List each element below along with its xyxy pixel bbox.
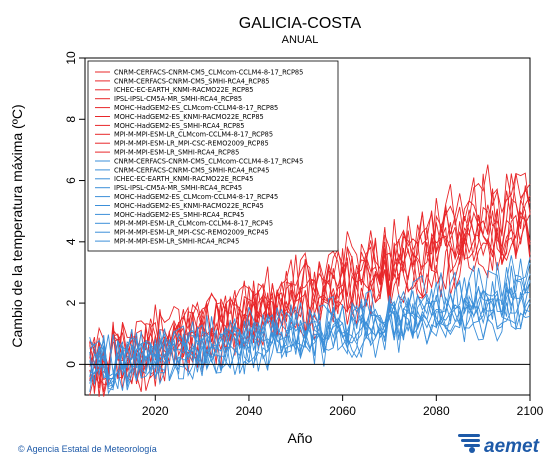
series-line-rcp45 [89, 292, 531, 395]
aemet-logo-mark [458, 434, 480, 453]
legend: CNRM-CERFACS-CNRM-CM5_CLMcom-CCLM4-8-17_… [95, 68, 303, 246]
series-layer [89, 164, 531, 397]
legend-label: MPI-M-MPI-ESM-LR_MPI-CSC-REMO2009_RCP45 [114, 229, 269, 237]
series-line-rcp45 [89, 280, 531, 385]
x-axis-label: Año [288, 430, 313, 446]
legend-label: MOHC-HadGEM2-ES_SMHI-RCA4_RCP45 [114, 211, 244, 219]
legend-label: CNRM-CERFACS-CNRM-CM5_CLMcom-CCLM4-8-17_… [114, 68, 303, 76]
axes-layer: 2020 2040 2060 2080 2100 0 2 4 6 8 10 [64, 51, 544, 418]
y-tick-label: 2 [64, 299, 78, 306]
y-axis-label: Cambio de la temperatura máxima (ºC) [9, 104, 25, 347]
legend-label: MPI-M-MPI-ESM-LR_CLMcom-CCLM4-8-17_RCP85 [114, 131, 273, 139]
x-tick-label: 2080 [423, 404, 450, 418]
legend-label: CNRM-CERFACS-CNRM-CM5_SMHI-RCA4_RCP45 [114, 166, 270, 174]
legend-label: ICHEC-EC-EARTH_KNMI-RACMO22E_RCP45 [114, 175, 253, 183]
legend-label: MOHC-HadGEM2-ES_SMHI-RCA4_RCP85 [114, 122, 244, 130]
series-line-rcp45 [89, 262, 531, 390]
y-tick-label: 0 [64, 361, 78, 368]
x-tick-label: 2060 [329, 404, 356, 418]
legend-label: MOHC-HadGEM2-ES_KNMI-RACMO22E_RCP85 [114, 113, 264, 121]
series-line-rcp45 [89, 267, 531, 390]
legend-label: MOHC-HadGEM2-ES_CLMcom-CCLM4-8-17_RCP45 [114, 193, 278, 201]
legend-label: MOHC-HadGEM2-ES_CLMcom-CCLM4-8-17_RCP85 [114, 104, 278, 112]
legend-label: MPI-M-MPI-ESM-LR_CLMcom-CCLM4-8-17_RCP45 [114, 220, 273, 228]
legend-label: ICHEC-EC-EARTH_KNMI-RACMO22E_RCP85 [114, 86, 253, 94]
y-tick-label: 6 [64, 177, 78, 184]
y-tick-label: 10 [64, 51, 78, 65]
x-tick-label: 2040 [236, 404, 263, 418]
plot-frame [84, 57, 531, 396]
credit-text: © Agencia Estatal de Meteorología [18, 444, 157, 454]
legend-label: CNRM-CERFACS-CNRM-CM5_SMHI-RCA4_RCP85 [114, 77, 270, 85]
legend-label: MOHC-HadGEM2-ES_KNMI-RACMO22E_RCP45 [114, 202, 264, 210]
y-tick-label: 8 [64, 116, 78, 123]
y-tick-label: 4 [64, 238, 78, 245]
legend-label: MPI-M-MPI-ESM-LR_MPI-CSC-REMO2009_RCP85 [114, 140, 269, 148]
x-tick-label: 2020 [142, 404, 169, 418]
legend-box [87, 60, 339, 252]
x-tick-label: 2100 [517, 404, 544, 418]
legend-label: IPSL-IPSL-CM5A-MR_SMHI-RCA4_RCP45 [114, 184, 242, 192]
legend-label: IPSL-IPSL-CM5A-MR_SMHI-RCA4_RCP85 [114, 95, 242, 103]
legend-label: MPI-M-MPI-ESM-LR_SMHI-RCA4_RCP45 [114, 238, 239, 246]
aemet-logo-text: aemet [484, 436, 540, 457]
series-line-rcp45 [89, 287, 531, 386]
legend-label: MPI-M-MPI-ESM-LR_SMHI-RCA4_RCP85 [114, 149, 239, 157]
aemet-logo: aemet [458, 434, 540, 457]
chart-subtitle: ANUAL [282, 34, 319, 46]
chart-title: GALICIA-COSTA [239, 15, 362, 32]
legend-label: CNRM-CERFACS-CNRM-CM5_CLMcom-CCLM4-8-17_… [114, 157, 303, 165]
